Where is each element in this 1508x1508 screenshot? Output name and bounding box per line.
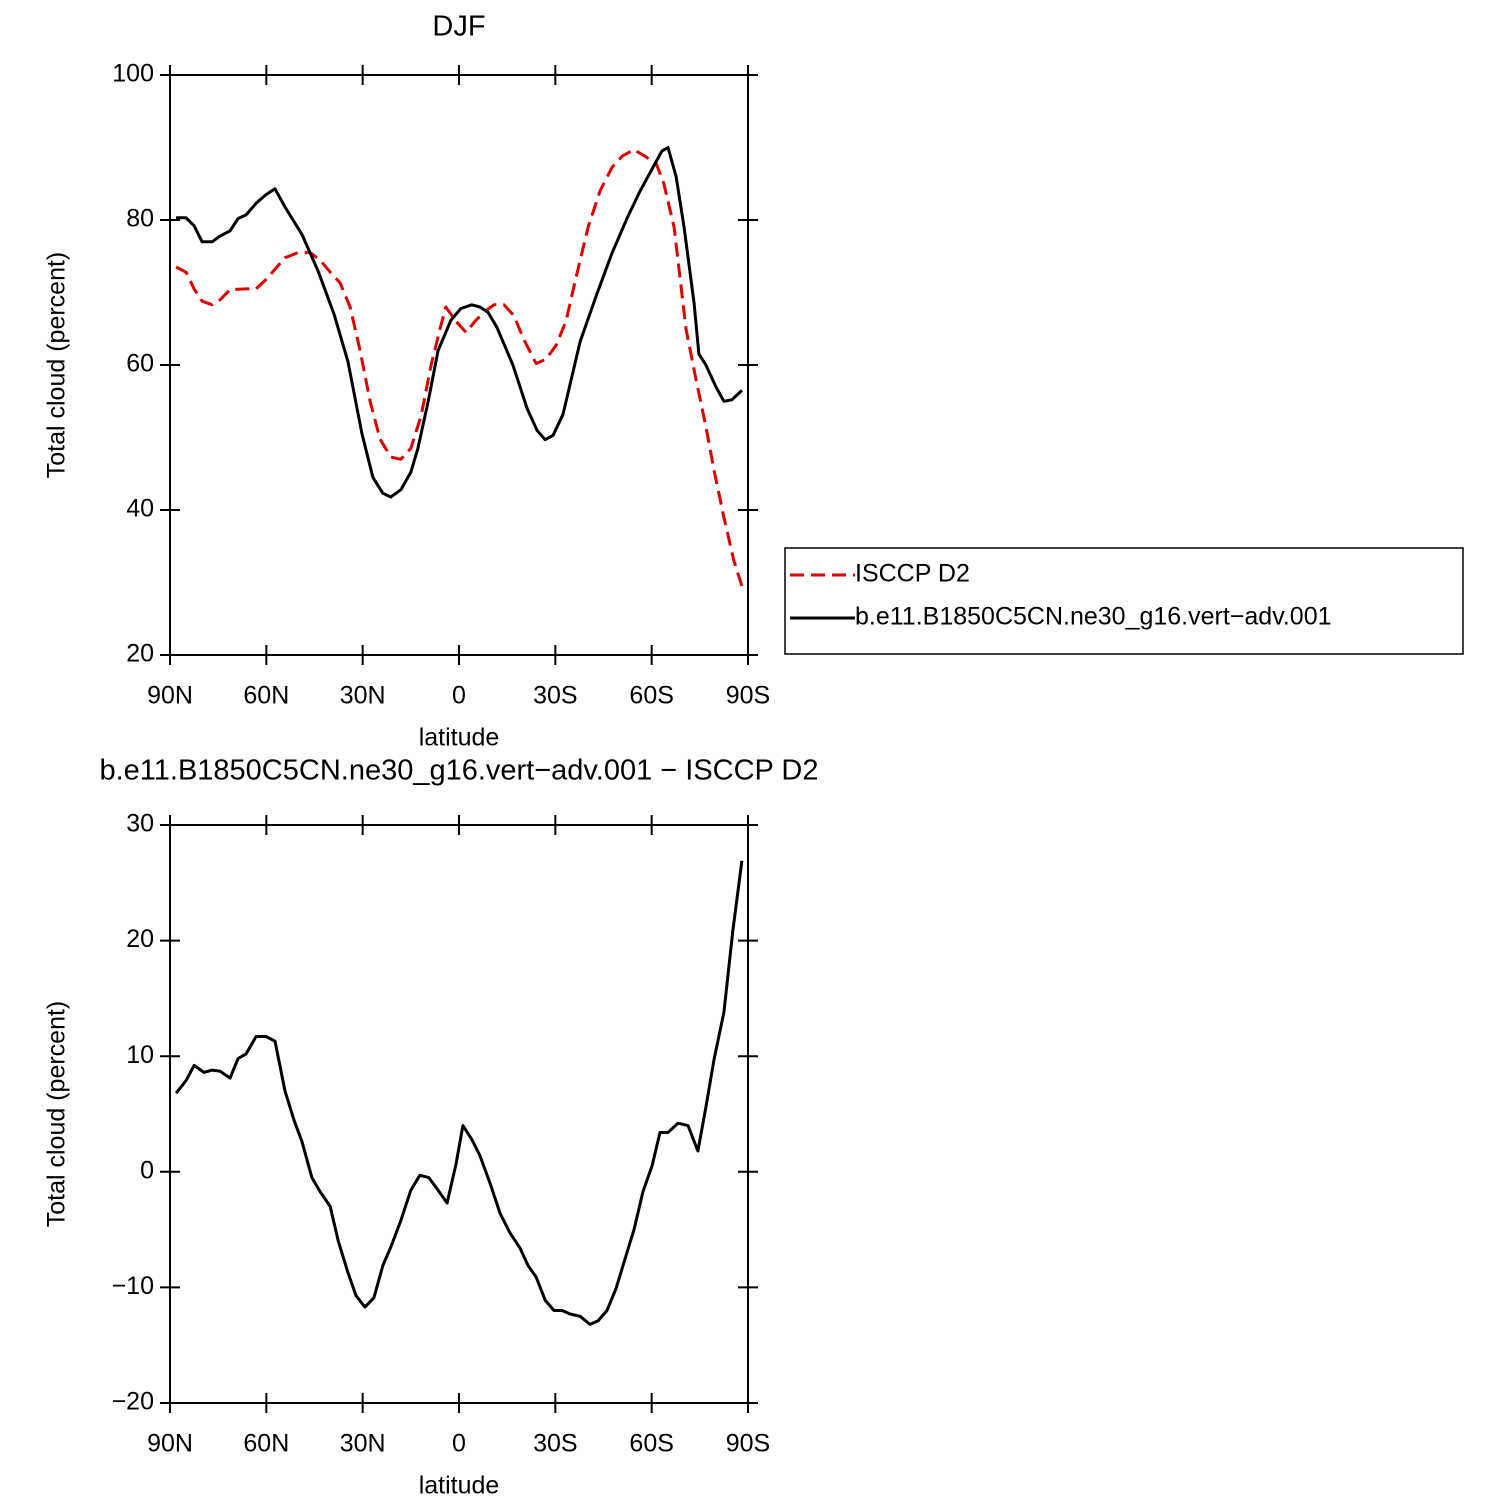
plot-frame [169,824,749,1404]
plot-frame [169,74,749,656]
y-tick-label: 40 [126,495,154,523]
x-tick-label: 90S [726,682,770,710]
x-tick-label: 60S [629,682,673,710]
chart-title: b.e11.B1850C5CN.ne30_g16.vert−adv.001 − … [99,755,818,787]
data-line [176,146,743,499]
x-tick-label: 0 [452,682,466,710]
chart-title: DJF [432,11,485,43]
data-line [175,148,744,587]
y-tick-label: −10 [112,1272,154,1300]
x-axis-label: latitude [419,724,500,752]
y-tick-label: 80 [126,205,154,233]
x-tick-label: 30S [533,682,577,710]
y-tick-label: −20 [112,1388,154,1416]
x-axis-label: latitude [419,1472,500,1500]
x-tick-label: 60N [243,682,289,710]
x-tick-label: 30S [533,1430,577,1458]
legend-label: ISCCP D2 [855,560,970,588]
x-tick-label: 30N [340,682,386,710]
y-tick-label: 0 [140,1156,154,1184]
x-tick-label: 30N [340,1430,386,1458]
y-tick-label: 30 [126,810,154,838]
data-line [174,860,744,1326]
y-tick-label: 100 [112,60,154,88]
x-tick-label: 90N [147,1430,193,1458]
y-tick-label: 60 [126,350,154,378]
x-tick-label: 60N [243,1430,289,1458]
x-tick-label: 90N [147,682,193,710]
y-axis-label: Total cloud (percent) [43,1001,71,1228]
y-tick-label: 20 [126,640,154,668]
y-tick-label: 10 [126,1041,154,1069]
legend-label: b.e11.B1850C5CN.ne30_g16.vert−adv.001 [855,603,1332,631]
x-tick-label: 90S [726,1430,770,1458]
y-tick-label: 20 [126,925,154,953]
y-axis-label: Total cloud (percent) [43,252,71,479]
legend-box [784,547,1464,655]
x-tick-label: 0 [452,1430,466,1458]
x-tick-label: 60S [629,1430,673,1458]
